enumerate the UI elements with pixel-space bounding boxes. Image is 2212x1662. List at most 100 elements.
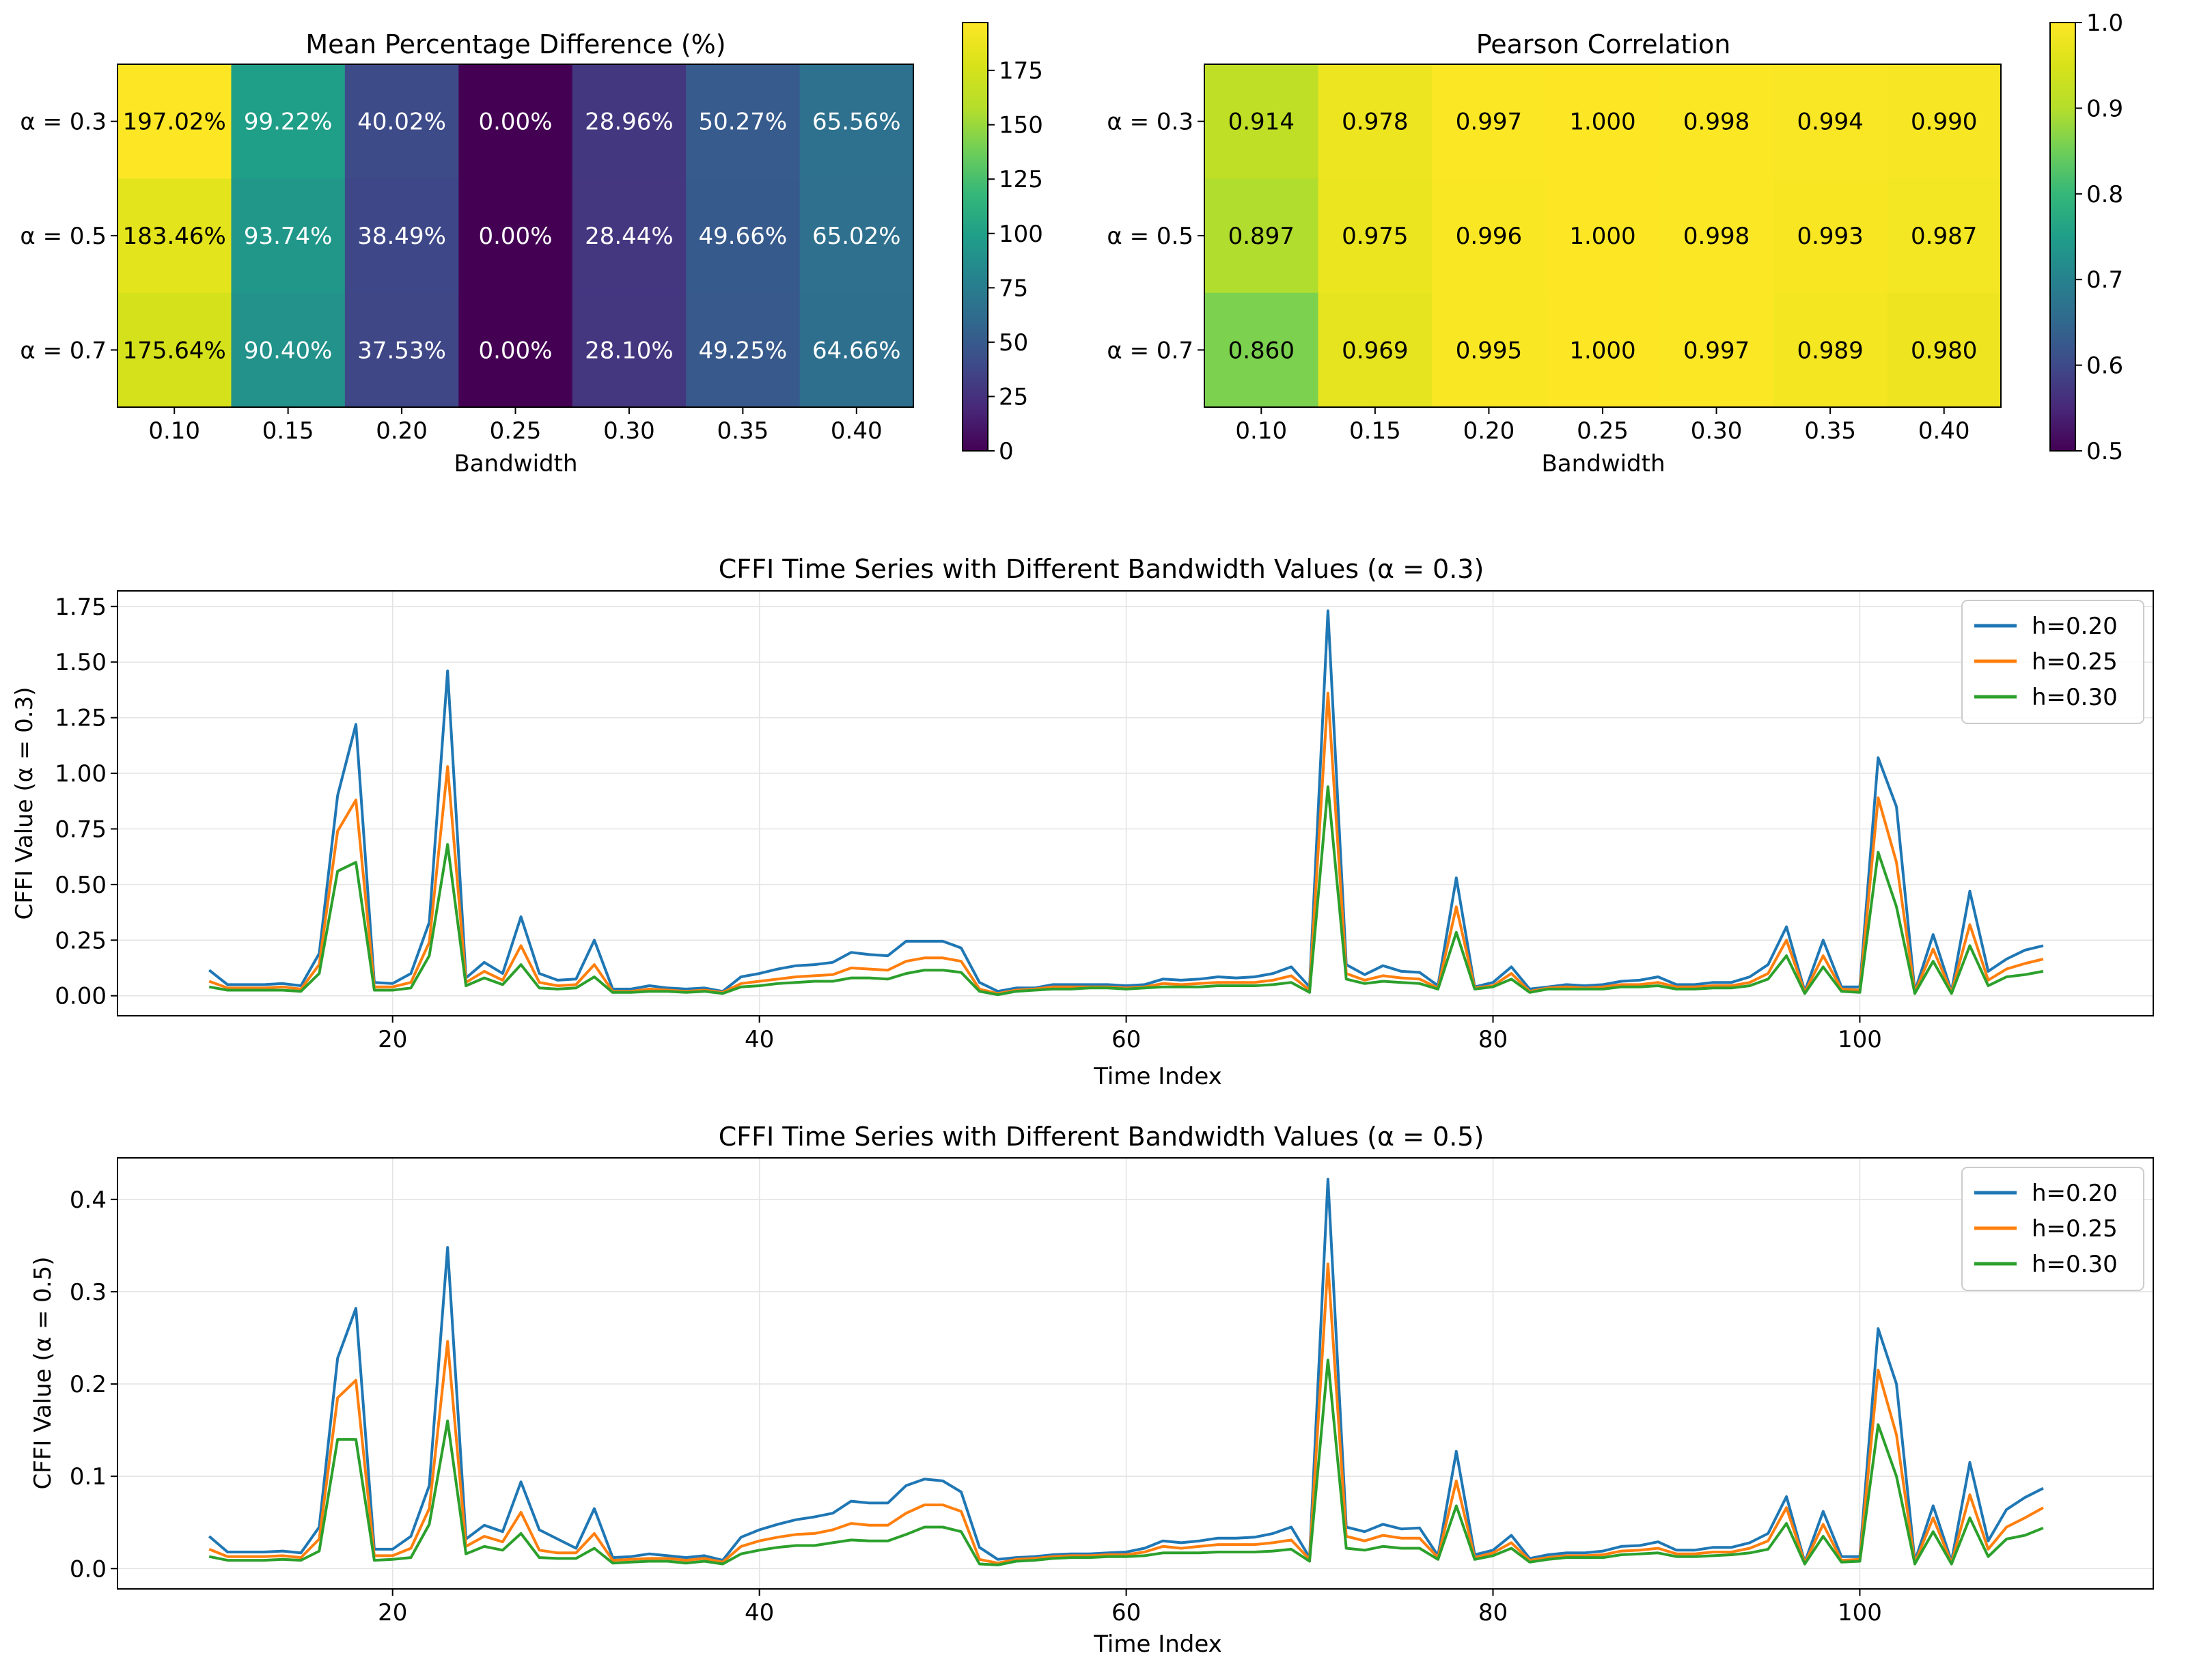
heatmap-cell-label: 50.27%	[699, 109, 788, 136]
x-tick-label: 60	[1111, 1026, 1141, 1053]
x-tick-label: 0.40	[831, 417, 883, 445]
colorbar-tick-label: 1.0	[2086, 10, 2123, 37]
colorbar-tick-label: 0.7	[2086, 266, 2123, 294]
heatmap1-colorbar-ticks: 0 25 50 75 100 125 150 175	[988, 57, 1043, 465]
line1-xlabel: Time Index	[1093, 1063, 1222, 1090]
colorbar-tick-label: 0	[999, 438, 1014, 465]
legend-label: h=0.30	[2032, 684, 2118, 711]
x-tick-label: 20	[378, 1026, 407, 1053]
x-tick-label: 20	[378, 1599, 407, 1626]
heatmap-cell-label: 0.998	[1683, 223, 1750, 250]
heatmap-cell	[1773, 64, 1888, 179]
heatmap-cell	[1204, 178, 1319, 294]
heatmap-cell	[1545, 64, 1660, 179]
x-tick-label: 0.15	[1349, 417, 1401, 445]
legend-label: h=0.20	[2032, 613, 2118, 640]
line2-xlabel: Time Index	[1093, 1631, 1222, 1658]
heatmap-cell	[1204, 292, 1319, 408]
x-tick-label: 0.20	[376, 417, 428, 445]
x-tick-label: 0.20	[1463, 417, 1515, 445]
colorbar-tick-label: 25	[999, 383, 1028, 411]
heatmap-cell	[1659, 64, 1774, 179]
legend-label: h=0.25	[2032, 648, 2118, 676]
x-tick-label: 0.25	[490, 417, 542, 445]
legend-box	[1961, 600, 2144, 724]
heatmap-cell	[1432, 64, 1547, 179]
heatmap-cell-label: 0.00%	[478, 223, 552, 250]
y-tick-label: 0.00	[55, 983, 107, 1010]
heatmap-cell	[117, 64, 232, 179]
heatmap-cell-label: 90.40%	[244, 337, 333, 364]
heatmap1-colorbar	[962, 22, 989, 452]
colorbar-tick-label: 100	[999, 221, 1043, 248]
heatmap-cell	[686, 292, 801, 408]
heatmap-cell-label: 65.56%	[812, 109, 901, 136]
colorbar-tick-label: 175	[999, 57, 1043, 85]
heatmap-cell	[1887, 178, 2002, 294]
heatmap-cell	[1204, 64, 1319, 179]
heatmap-cell-label: 0.914	[1228, 109, 1295, 136]
heatmap-cell	[1545, 178, 1660, 294]
line2-title: CFFI Time Series with Different Bandwidt…	[719, 1122, 1484, 1152]
heatmap-cell-label: 0.996	[1456, 223, 1522, 250]
x-tick-label: 0.10	[1235, 417, 1287, 445]
heatmap-cell-label: 0.990	[1911, 109, 1977, 136]
x-tick-label: 0.30	[1691, 417, 1743, 445]
heatmap-cell	[1887, 64, 2002, 179]
legend-label: h=0.30	[2032, 1251, 2118, 1278]
heatmap-cell	[117, 292, 232, 408]
heatmap-cell-label: 28.96%	[585, 109, 674, 136]
y-tick-label: 0.25	[55, 927, 107, 954]
heatmap-cell-label: 0.897	[1228, 223, 1295, 250]
x-tick-label: 80	[1478, 1026, 1508, 1053]
colorbar-tick-label: 0.9	[2086, 95, 2123, 122]
line1-grid	[117, 591, 2153, 1016]
heatmap-cell	[572, 178, 687, 294]
heatmap-cell	[344, 292, 459, 408]
series-line-h=0.20	[208, 1178, 2044, 1564]
x-tick-label: 0.30	[603, 417, 655, 445]
x-tick-label: 100	[1838, 1599, 1882, 1626]
heatmap-cell-label: 93.74%	[244, 223, 333, 250]
colorbar-tick-label: 0.6	[2086, 352, 2123, 380]
heatmap-cell-label: 0.980	[1911, 337, 1977, 364]
heatmap-cell	[1773, 292, 1888, 408]
line1-frame	[117, 590, 2154, 1016]
colorbar-tick-label: 0.8	[2086, 181, 2123, 208]
y-tick-label: α = 0.5	[20, 223, 107, 250]
x-tick-label: 0.40	[1918, 417, 1970, 445]
heatmap-cell	[458, 178, 573, 294]
colorbar-tick-label: 50	[999, 329, 1028, 357]
x-tick-label: 0.35	[1804, 417, 1856, 445]
heatmap-cell-label: 0.997	[1456, 109, 1522, 136]
heatmap-cell-label: 175.64%	[123, 337, 226, 364]
series-line-h=0.25	[208, 1262, 2044, 1565]
y-tick-label: α = 0.7	[20, 337, 107, 364]
y-tick-label: 1.75	[55, 594, 107, 621]
y-tick-label: α = 0.3	[20, 109, 107, 136]
heatmap-cell	[572, 292, 687, 408]
x-tick-label: 0.25	[1577, 417, 1629, 445]
y-tick-label: α = 0.7	[1107, 337, 1193, 364]
heatmap2-title: Pearson Correlation	[1476, 29, 1731, 59]
heatmap-cell-label: 0.978	[1342, 109, 1408, 136]
heatmap-cell-label: 49.25%	[699, 337, 788, 364]
heatmap1-cells: 197.02% 99.22% 40.02% 0.00% 28.96% 50.27% 65.5…	[117, 64, 914, 408]
y-tick-label: 1.25	[55, 705, 107, 732]
heatmap-cell	[1318, 64, 1433, 179]
heatmap-cell	[686, 64, 801, 179]
heatmap-cell	[458, 64, 573, 179]
x-tick-label: 0.15	[262, 417, 314, 445]
heatmap1-x-ticks: 0.10 0.15 0.20 0.25 0.30 0.35 0.40	[148, 407, 883, 445]
heatmap-cell	[1887, 292, 2002, 408]
heatmap-cell-label: 0.994	[1797, 109, 1863, 136]
legend-box	[1961, 1167, 2144, 1291]
x-tick-label: 40	[745, 1026, 774, 1053]
heatmap-cell-label: 0.989	[1797, 337, 1863, 364]
legend-label: h=0.20	[2032, 1180, 2118, 1207]
series-line-h=0.30	[208, 785, 2044, 997]
heatmap-cell	[117, 178, 232, 294]
heatmap-cell	[231, 178, 346, 294]
heatmap-cell-label: 49.66%	[699, 223, 788, 250]
